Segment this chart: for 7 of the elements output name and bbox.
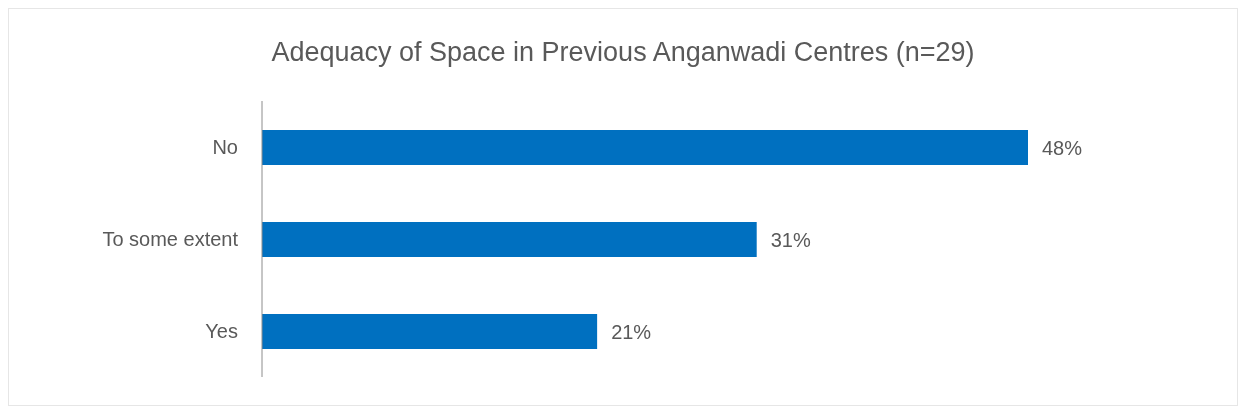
data-label: 31%	[770, 228, 811, 251]
y-tick-label: No	[212, 136, 238, 159]
y-tick-label: To some extent	[102, 228, 239, 251]
data-label: 21%	[611, 320, 652, 343]
chart-title: Adequacy of Space in Previous Anganwadi Centres (n=29)	[270, 36, 976, 69]
y-tick-label: Yes	[205, 320, 238, 343]
data-label: 48%	[1042, 136, 1083, 159]
